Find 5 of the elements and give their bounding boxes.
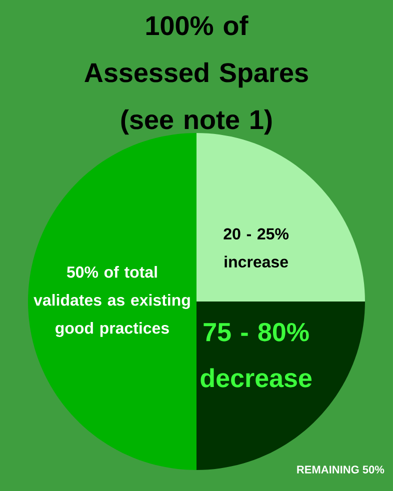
slice-label: 75 - 80% decrease: [200, 322, 312, 388]
chart-title: 100% of Assessed Spares (see note 1): [84, 15, 308, 135]
slice-label: 20 - 25% increase: [224, 228, 289, 268]
text: REMAINING 50%: [297, 466, 384, 474]
slice-label: 50% of total validates as existing good practices: [34, 266, 190, 337]
